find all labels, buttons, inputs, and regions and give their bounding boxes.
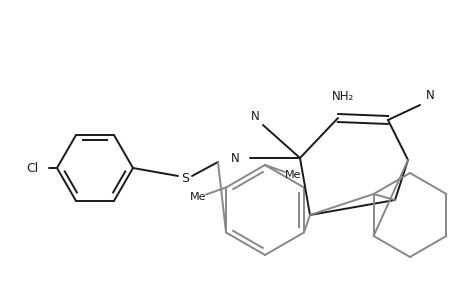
Text: N: N <box>231 152 240 164</box>
Text: Me: Me <box>284 170 301 180</box>
Text: N: N <box>425 88 433 101</box>
Text: S: S <box>180 172 189 184</box>
Text: Cl: Cl <box>27 161 39 175</box>
Text: N: N <box>250 110 259 124</box>
Text: NH₂: NH₂ <box>331 89 353 103</box>
Text: Me: Me <box>190 193 206 202</box>
